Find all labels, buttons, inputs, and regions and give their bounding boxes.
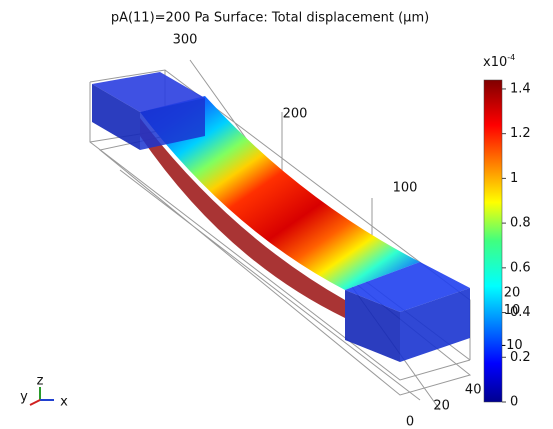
axis-tick-label: 0	[406, 415, 414, 429]
triad-label: x	[60, 395, 68, 410]
chart-title: pA(11)=200 Pa Surface: Total displacemen…	[111, 11, 429, 26]
colorbar-tick-label: 1	[510, 171, 518, 186]
colorbar-tick-label: 0.6	[510, 260, 531, 275]
colorbar-tick-label: 1.2	[510, 126, 531, 141]
axis-tick-label: 200	[283, 107, 308, 122]
colorbar-tick-label: 0.8	[510, 216, 531, 231]
axis-tick-label: 100	[393, 181, 418, 196]
axis-tick-label: 10	[504, 303, 521, 318]
deformed-beam	[92, 72, 470, 362]
axis-tick-label: 40	[465, 383, 482, 398]
colorbar-tick-label: 0	[510, 395, 518, 410]
triad-label: y	[20, 390, 28, 405]
axis-tick-label: 20	[433, 399, 450, 414]
axis-tick-label: 300	[173, 33, 198, 48]
axis-tick-label: 20	[504, 286, 521, 301]
colorbar-tick-label: 0.2	[510, 350, 531, 365]
colorbar-multiplier: x10-4	[483, 53, 515, 70]
axis-tick-label: -10	[501, 338, 522, 353]
axis-triad	[29, 387, 54, 406]
colorbar-tick-label: 1.4	[510, 81, 531, 96]
colorbar	[483, 79, 503, 403]
colorbar-tick-label: 0.4	[510, 305, 531, 320]
triad-label: z	[37, 374, 44, 389]
